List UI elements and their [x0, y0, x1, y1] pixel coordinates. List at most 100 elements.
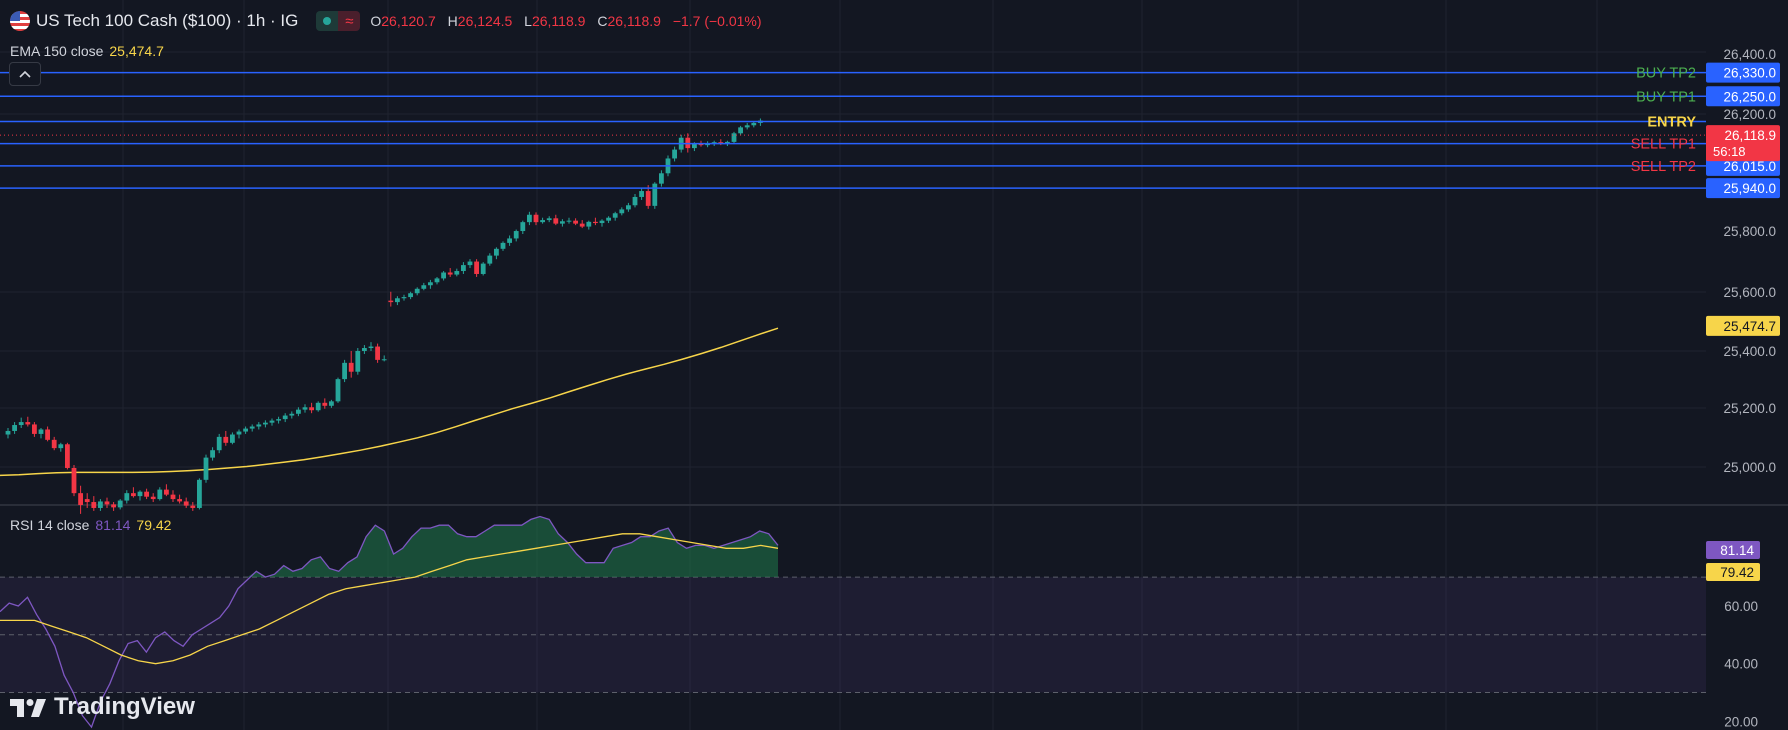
candle-body	[362, 348, 367, 351]
rsi-line	[0, 515, 779, 729]
candle-body	[672, 149, 677, 159]
candle	[137, 490, 143, 501]
candle-body	[421, 285, 427, 289]
level-price-text: 26,250.0	[1723, 89, 1776, 104]
close-key: C	[597, 13, 608, 29]
level-price-tag	[1706, 86, 1780, 107]
market-open-icon	[316, 11, 339, 31]
ema-price-tag	[1706, 315, 1780, 336]
candle-body	[170, 494, 176, 500]
market-status-pill[interactable]: ≈	[316, 11, 361, 31]
rsi-label: RSI 14 close	[10, 517, 90, 533]
candle-body	[593, 221, 598, 224]
candle-body	[269, 420, 275, 423]
candle	[71, 465, 77, 497]
candle	[329, 399, 334, 408]
rsi-tick: 60.00	[1724, 599, 1758, 614]
candle-body	[626, 205, 631, 210]
candle	[408, 291, 413, 300]
candle	[553, 214, 559, 226]
candle	[599, 219, 605, 227]
candle-body	[210, 450, 215, 458]
candle-body	[414, 288, 420, 294]
rsi-tick: 40.00	[1724, 657, 1758, 672]
candle-body	[645, 191, 651, 206]
price-tick: 25,600.0	[1723, 285, 1776, 300]
candle	[507, 235, 512, 246]
candle-body	[144, 491, 149, 497]
candle-body	[302, 407, 308, 410]
candle	[639, 188, 644, 200]
candle	[111, 502, 116, 511]
rsi-legend[interactable]: RSI 14 close 81.14 79.42	[10, 517, 171, 533]
price-tick: 26,400.0	[1723, 47, 1776, 62]
candle	[560, 219, 565, 227]
candle-body	[566, 220, 572, 222]
candle	[51, 436, 57, 451]
candle-body	[467, 261, 473, 266]
candle-body	[454, 271, 460, 275]
candle	[527, 211, 532, 226]
candle	[355, 348, 361, 375]
low-value: 26,118.9	[531, 13, 586, 29]
candle-body	[335, 379, 341, 402]
open-value: 26,120.7	[381, 13, 436, 29]
candle	[302, 404, 308, 413]
close-value: 26,118.9	[607, 13, 661, 29]
candle	[454, 268, 460, 277]
candle	[659, 170, 664, 187]
candle-body	[586, 221, 592, 227]
candle-body	[203, 457, 209, 480]
level-price-tag	[1706, 178, 1780, 199]
candle-body	[243, 428, 248, 432]
candle-body	[659, 173, 664, 184]
rsi-value-tag	[1706, 541, 1760, 559]
candle-body	[276, 419, 281, 421]
candle	[65, 442, 70, 470]
high-value: 26,124.5	[457, 13, 513, 29]
candle	[645, 185, 651, 209]
candle-body	[731, 133, 737, 142]
candle	[131, 487, 136, 498]
price-tick: 25,200.0	[1723, 401, 1776, 416]
candle	[362, 345, 367, 354]
candle-body	[652, 183, 658, 206]
candle	[256, 422, 262, 430]
candle-body	[738, 127, 743, 134]
candle	[296, 407, 301, 417]
candle	[401, 294, 407, 301]
candle-body	[527, 214, 532, 223]
candle-body	[137, 491, 143, 497]
candle	[461, 262, 466, 274]
candle-body	[474, 261, 479, 274]
candle-body	[368, 346, 374, 349]
symbol-header: US Tech 100 Cash ($100) · 1h · IG ≈ O26,…	[10, 9, 770, 33]
candle-body	[540, 220, 545, 223]
candle-body	[230, 434, 235, 443]
candle	[18, 417, 24, 428]
trade-levels: BUY TP2 BUY TP1 ENTRY SELL TP1 SELL TP2	[0, 66, 1706, 189]
tradingview-logo[interactable]: TradingView	[10, 693, 195, 721]
candle	[32, 422, 37, 437]
candle-body	[447, 272, 453, 275]
candle-body	[315, 402, 321, 411]
candle-body	[461, 265, 466, 272]
level-price-text: 26,330.0	[1723, 66, 1776, 81]
candle-body	[500, 242, 506, 249]
price-tick: 25,800.0	[1723, 224, 1776, 239]
collapse-legend-button[interactable]	[9, 62, 41, 86]
candles	[5, 118, 763, 514]
candle	[190, 502, 196, 511]
level-price-text: 26,015.0	[1723, 159, 1776, 174]
candle	[91, 496, 97, 511]
candle-body	[599, 220, 605, 224]
candle-body	[579, 223, 585, 227]
price-axis: 26,400.0 26,200.0 25,800.0 25,600.0 25,400.0…	[1706, 47, 1780, 475]
candle-body	[91, 502, 97, 508]
level-label: BUY TP1	[1636, 89, 1696, 105]
ema-legend[interactable]: EMA 150 close 25,474.7	[10, 43, 164, 59]
symbol-title[interactable]: US Tech 100 Cash ($100) · 1h · IG	[36, 11, 299, 30]
rsi-band	[0, 577, 1706, 693]
candle-body	[329, 401, 334, 406]
